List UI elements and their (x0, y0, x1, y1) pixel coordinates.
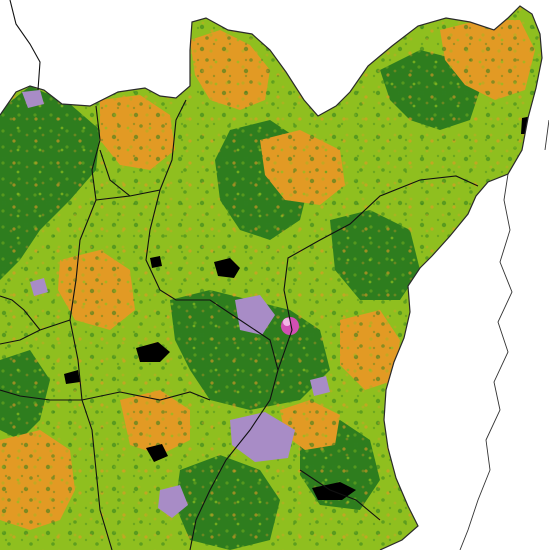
admin-boundaries (0, 0, 479, 550)
boundary-line-northwest-a (9, 0, 41, 91)
water-body-south (146, 444, 168, 462)
external-boundaries (459, 119, 549, 550)
boundary-line-east-branch (277, 175, 479, 371)
water-body-north-central (214, 258, 240, 278)
external-boundary-east (459, 173, 513, 550)
boundary-line-central-west (95, 99, 187, 201)
bare-ground-patch-east (310, 376, 330, 396)
boundary-line-north-mid (99, 149, 131, 197)
bare-ground-patch-south (230, 412, 295, 462)
bare-ground-patch-central (235, 295, 275, 335)
region-outline (0, 5, 543, 550)
water-body-north (150, 256, 162, 268)
boundary-line-south-central (81, 391, 211, 401)
bare-ground-patch-southwest (158, 485, 188, 518)
boundary-line-central-spine (145, 189, 279, 550)
boundary-line-southwest (0, 389, 82, 401)
urban-core-center (283, 318, 291, 326)
boundary-line-west-edge (0, 295, 41, 331)
boundary-line-southeast (299, 469, 381, 521)
external-boundary-far-east (544, 119, 549, 151)
boundary-line-west-lower (0, 319, 71, 345)
water-body-central (136, 342, 170, 362)
bare-ground-patch-northwest (22, 90, 44, 108)
bare-ground-patch-west (30, 278, 48, 296)
water-body-west (64, 370, 80, 384)
